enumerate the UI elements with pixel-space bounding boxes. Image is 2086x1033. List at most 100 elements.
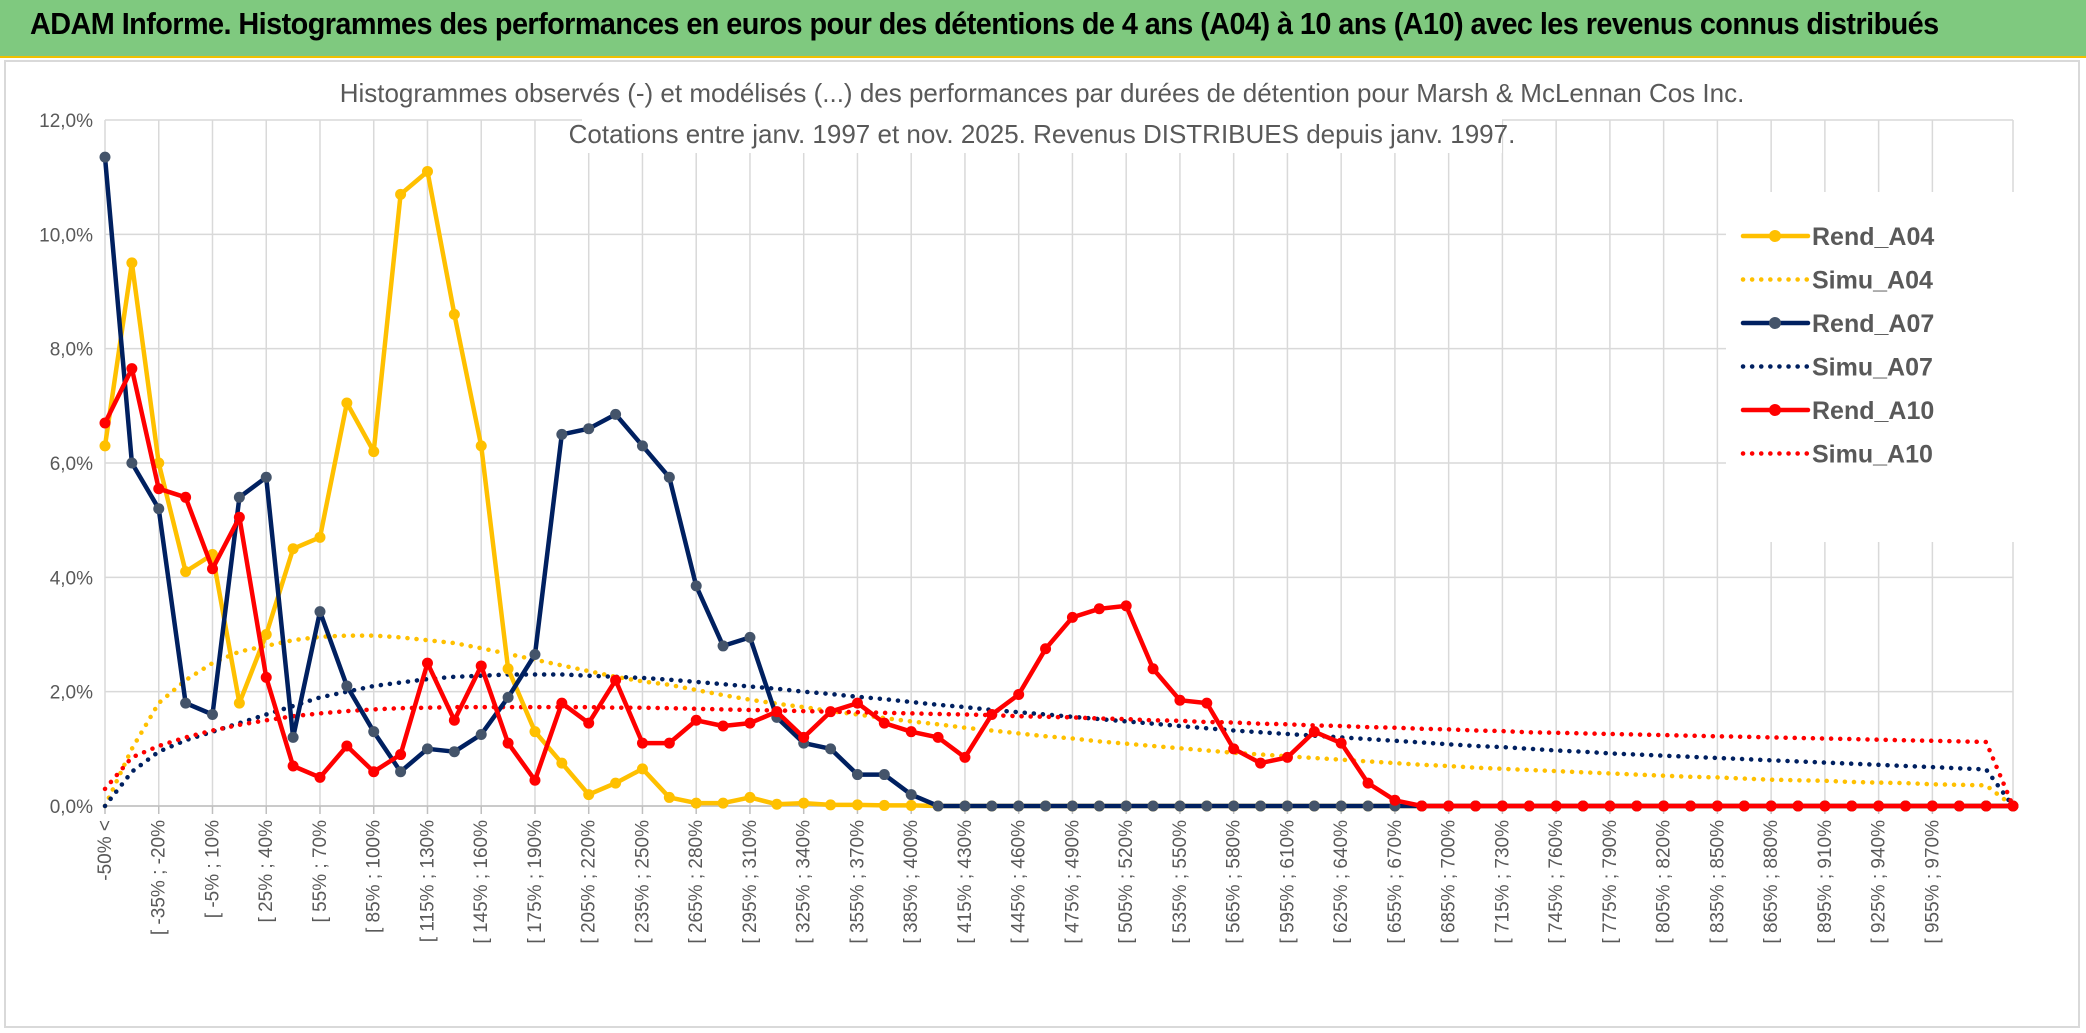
data-point-Rend_A04 xyxy=(314,531,326,543)
data-point-Rend_A07 xyxy=(717,640,729,652)
data-point-Rend_A10 xyxy=(1147,663,1159,675)
data-point-Rend_A10 xyxy=(1846,800,1858,812)
data-point-Rend_A07 xyxy=(475,729,487,741)
x-tick-label: [ 175% ; 190% xyxy=(525,820,546,944)
data-point-Rend_A04 xyxy=(825,799,837,811)
data-point-Rend_A07 xyxy=(610,408,622,420)
data-point-Rend_A07 xyxy=(1066,800,1078,812)
data-point-Rend_A04 xyxy=(905,799,917,811)
data-point-Rend_A10 xyxy=(1335,737,1347,749)
chart-title-bg xyxy=(582,115,1502,153)
data-point-Rend_A10 xyxy=(1819,800,1831,812)
chart-svg: 0,0% 2,0% 4,0% 6,0% 8,0% 10,0% 12,0% -50% < [ -3… xyxy=(39,74,2026,944)
x-tick-label: [ 265% ; 280% xyxy=(686,820,707,944)
page-title: ADAM Informe. Histogrammes des performan… xyxy=(30,6,1939,41)
data-point-Rend_A10 xyxy=(287,760,299,772)
data-point-Rend_A04 xyxy=(448,308,460,320)
data-point-Rend_A07 xyxy=(1228,800,1240,812)
data-point-Rend_A10 xyxy=(153,483,165,495)
data-point-Rend_A07 xyxy=(1013,800,1025,812)
data-point-Rend_A10 xyxy=(395,749,407,761)
data-point-Rend_A07 xyxy=(1308,800,1320,812)
chart-frame: 0,0% 2,0% 4,0% 6,0% 8,0% 10,0% 12,0% -50% < [ -3… xyxy=(4,60,2080,1028)
data-point-Rend_A10 xyxy=(610,674,622,686)
data-point-Rend_A10 xyxy=(1040,643,1052,655)
legend-label-Simu_A10: Simu_A10 xyxy=(1812,441,1933,469)
data-point-Rend_A10 xyxy=(260,671,272,683)
data-point-Rend_A07 xyxy=(287,731,299,743)
data-point-Rend_A04 xyxy=(395,188,407,200)
data-point-Rend_A04 xyxy=(663,791,675,803)
x-tick-label: [ 715% ; 730% xyxy=(1492,820,1513,944)
x-tick-label: -50% < xyxy=(95,820,116,881)
data-point-Rend_A10 xyxy=(1765,800,1777,812)
x-tick-label: [ 925% ; 940% xyxy=(1869,820,1890,944)
data-point-Rend_A10 xyxy=(1738,800,1750,812)
data-point-Rend_A10 xyxy=(206,563,218,575)
data-point-Rend_A04 xyxy=(153,457,165,469)
data-point-Rend_A04 xyxy=(341,397,353,409)
y-tick-label: 6,0% xyxy=(50,454,93,475)
data-point-Rend_A04 xyxy=(583,789,595,801)
data-point-Rend_A07 xyxy=(1201,800,1213,812)
data-point-Rend_A04 xyxy=(233,697,245,709)
data-point-Rend_A10 xyxy=(448,714,460,726)
data-point-Rend_A04 xyxy=(260,629,272,640)
data-point-Rend_A04 xyxy=(529,726,541,738)
data-point-Rend_A10 xyxy=(1470,800,1482,812)
data-point-Rend_A10 xyxy=(1201,697,1213,709)
data-point-Rend_A10 xyxy=(1926,800,1938,812)
series-line-Simu_A07 xyxy=(102,672,2016,809)
data-point-Rend_A07 xyxy=(851,769,863,781)
data-point-Rend_A04 xyxy=(421,165,433,177)
x-tick-label: [ 355% ; 370% xyxy=(847,820,868,944)
legend-marker xyxy=(1769,404,1781,416)
x-tick-label: [ 415% ; 430% xyxy=(955,820,976,944)
x-tick-label: [ 475% ; 490% xyxy=(1062,820,1083,944)
data-point-Rend_A07 xyxy=(663,471,675,483)
x-tick-label: [ 325% ; 340% xyxy=(794,820,815,944)
data-point-Rend_A10 xyxy=(905,726,917,738)
y-tick-label: 0,0% xyxy=(50,797,93,818)
data-point-Rend_A10 xyxy=(1550,800,1562,812)
data-point-Rend_A07 xyxy=(260,471,272,483)
data-point-Rend_A10 xyxy=(1792,800,1804,812)
data-point-Rend_A10 xyxy=(1900,800,1912,812)
y-tick-label: 4,0% xyxy=(50,568,93,589)
data-point-Rend_A07 xyxy=(1040,800,1052,812)
data-point-Rend_A10 xyxy=(1631,800,1643,812)
data-point-Rend_A04 xyxy=(368,446,380,458)
data-point-Rend_A07 xyxy=(1281,800,1293,812)
data-point-Rend_A10 xyxy=(636,737,648,749)
x-tick-label: [ 445% ; 460% xyxy=(1009,820,1030,944)
data-point-Rend_A04 xyxy=(771,798,783,810)
x-tick-label: [ 25% ; 40% xyxy=(256,820,277,923)
x-tick-label: [ 295% ; 310% xyxy=(740,820,761,944)
data-point-Rend_A04 xyxy=(99,440,111,452)
x-tick-label: [ 745% ; 760% xyxy=(1546,820,1567,944)
data-point-Rend_A10 xyxy=(1389,794,1401,806)
data-point-Rend_A10 xyxy=(932,731,944,743)
legend-marker xyxy=(1769,317,1781,329)
data-point-Rend_A10 xyxy=(368,766,380,778)
x-tick-label: [ 85% ; 100% xyxy=(364,820,385,933)
data-point-Rend_A04 xyxy=(744,791,756,803)
data-point-Rend_A10 xyxy=(341,740,353,752)
chart-title-line: Histogrammes observés (-) et modélisés (… xyxy=(340,78,1745,108)
data-point-Rend_A07 xyxy=(959,800,971,812)
data-point-Rend_A07 xyxy=(99,151,111,163)
data-point-Rend_A10 xyxy=(1120,600,1132,612)
data-point-Rend_A10 xyxy=(1281,751,1293,763)
data-point-Rend_A07 xyxy=(1255,800,1267,812)
data-point-Rend_A07 xyxy=(583,423,595,435)
data-point-Rend_A10 xyxy=(502,737,514,749)
data-point-Rend_A07 xyxy=(126,457,138,469)
data-point-Rend_A10 xyxy=(314,771,326,783)
data-point-Rend_A10 xyxy=(986,709,998,721)
series-line-Simu_A04 xyxy=(102,633,2016,809)
data-point-Rend_A10 xyxy=(1443,800,1455,812)
x-tick-label: [ 625% ; 640% xyxy=(1331,820,1352,944)
data-point-Rend_A10 xyxy=(1308,726,1320,738)
data-point-Rend_A10 xyxy=(851,697,863,709)
x-tick-label: [ -35% ; -20% xyxy=(149,820,170,935)
